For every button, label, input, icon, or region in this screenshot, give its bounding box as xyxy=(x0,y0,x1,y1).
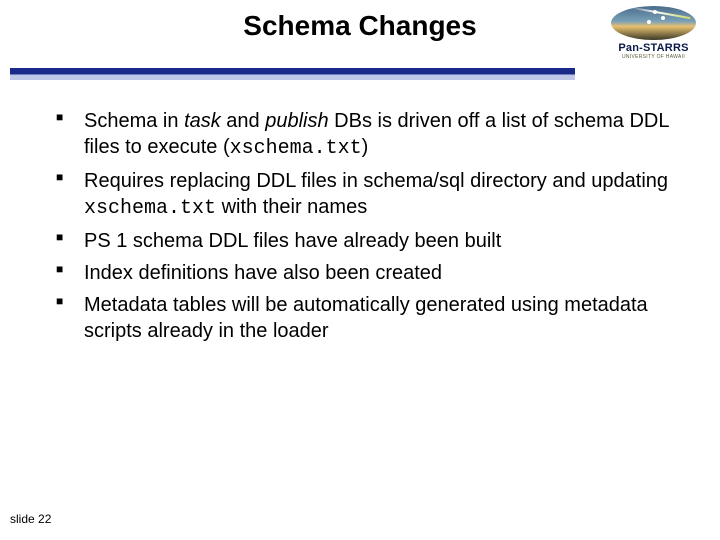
bullet-item: Index definitions have also been created xyxy=(56,260,676,286)
bullet-text-run: with their names xyxy=(216,196,367,218)
logo-text: Pan-STARRS xyxy=(601,42,706,54)
bullet-text-run: task xyxy=(184,110,221,132)
logo-streak-icon xyxy=(631,7,690,19)
logo-graphic xyxy=(601,6,706,40)
logo-subtitle: UNIVERSITY OF HAWAII xyxy=(601,54,706,60)
bullet-text-run: PS 1 schema DDL files have already been … xyxy=(84,230,501,252)
bullet-item: Metadata tables will be automatically ge… xyxy=(56,292,676,344)
bullet-text-run: and xyxy=(221,110,265,132)
bullet-text-run: ) xyxy=(362,136,369,158)
bullet-text-run: publish xyxy=(265,110,328,132)
logo-text-suffix: STARRS xyxy=(643,42,689,54)
slide-number: slide 22 xyxy=(10,512,51,526)
bullet-list: Schema in task and publish DBs is driven… xyxy=(56,108,676,344)
bullet-item: Schema in task and publish DBs is driven… xyxy=(56,108,676,162)
bullet-item: Requires replacing DDL files in schema/s… xyxy=(56,168,676,222)
bullet-text-run: Requires replacing DDL files in schema/s… xyxy=(84,170,668,192)
bullet-text-run: Metadata tables will be automatically ge… xyxy=(84,294,648,342)
bullet-item: PS 1 schema DDL files have already been … xyxy=(56,228,676,254)
logo-star-icon xyxy=(653,10,657,14)
content-area: Schema in task and publish DBs is driven… xyxy=(56,108,676,350)
logo-sky-ellipse xyxy=(611,6,696,40)
panstarrs-logo: Pan-STARRS UNIVERSITY OF HAWAII xyxy=(601,6,706,60)
slide: Schema Changes Pan-STARRS UNIVERSITY OF … xyxy=(0,0,720,540)
bullet-text-run: Schema in xyxy=(84,110,184,132)
bullet-text-run: xschema.txt xyxy=(84,197,216,220)
bullet-text-run: Index definitions have also been created xyxy=(84,262,442,284)
logo-text-prefix: Pan- xyxy=(618,42,643,54)
bullet-text-run: xschema.txt xyxy=(230,137,362,160)
title-underline-bar xyxy=(10,68,575,80)
